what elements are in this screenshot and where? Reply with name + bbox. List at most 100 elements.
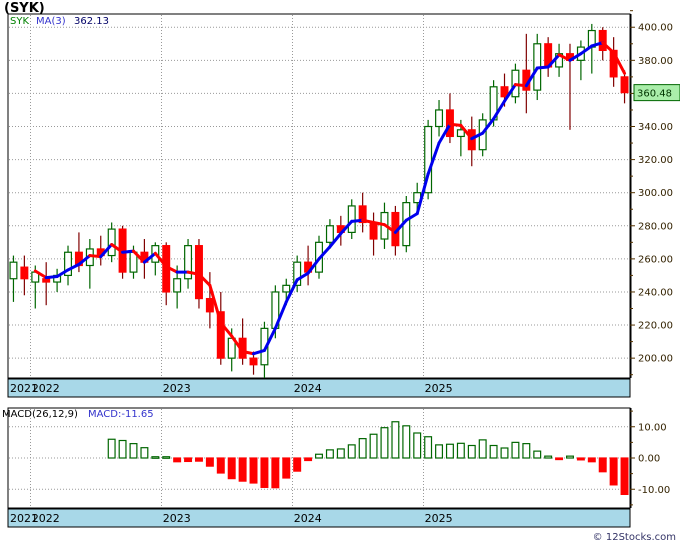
candle-body xyxy=(347,205,356,234)
ma-segment xyxy=(328,232,343,249)
ma-segment xyxy=(448,122,463,127)
macd-histogram-bar xyxy=(129,443,138,459)
ma-segment xyxy=(142,251,157,264)
price-y-tick-label: 280.00 xyxy=(638,221,673,232)
candle-body xyxy=(9,261,18,280)
price-y-axis xyxy=(629,10,635,378)
ma-segment xyxy=(459,123,474,141)
macd-histogram-bar xyxy=(304,457,313,462)
macd-histogram-bar xyxy=(140,447,149,459)
macd-histogram-bar xyxy=(620,457,629,496)
candle-body xyxy=(194,245,203,300)
macd-histogram-bar xyxy=(271,457,280,489)
ma-segment xyxy=(415,172,430,216)
price-y-tick-label: 240.00 xyxy=(638,287,673,298)
candle-body xyxy=(598,29,607,51)
price-y-tick-label: 200.00 xyxy=(638,354,673,365)
ma-segment xyxy=(208,283,223,325)
candlestick xyxy=(325,219,334,249)
ma-segment xyxy=(284,278,299,304)
price-y-tick-label: 220.00 xyxy=(638,321,673,332)
ma-segment xyxy=(404,212,419,222)
candle-body xyxy=(609,49,618,78)
candlestick xyxy=(293,255,302,292)
macd-histogram-bar xyxy=(435,444,444,459)
candlestick xyxy=(249,351,258,375)
macd-histogram-bar xyxy=(336,448,345,459)
x-axis-year-label: 2021 xyxy=(10,512,38,525)
candle-body xyxy=(205,297,214,313)
ma-segment xyxy=(110,243,125,254)
price-y-tick-label: 380.00 xyxy=(638,56,673,67)
candlestick xyxy=(20,255,29,296)
ma-segment xyxy=(481,117,496,135)
page-title: (SYK) xyxy=(4,1,45,16)
macd-histogram-bar xyxy=(609,457,618,486)
x-axis-band-macd xyxy=(7,508,631,528)
ma-segment xyxy=(153,251,168,269)
macd-panel xyxy=(7,407,631,509)
ma-segment xyxy=(437,122,452,145)
macd-histogram-bar xyxy=(347,444,356,459)
ma-segment xyxy=(470,131,485,141)
candle-body xyxy=(325,225,334,243)
macd-histogram-bar xyxy=(555,457,564,461)
ma-segment xyxy=(121,249,135,254)
ma-segment xyxy=(99,243,114,259)
ma-segment xyxy=(88,254,103,259)
candle-body xyxy=(435,109,444,128)
macd-histogram-bar xyxy=(216,457,225,474)
macd-histogram-bar xyxy=(500,447,509,459)
copyright-label: © 12Stocks.com xyxy=(593,532,676,543)
macd-histogram-bar xyxy=(445,443,454,459)
x-axis-year-label: 2023 xyxy=(163,382,191,395)
ma-segment xyxy=(426,141,441,176)
x-axis-year-label: 2021 xyxy=(10,382,38,395)
candle-body xyxy=(293,261,302,286)
ma-segment xyxy=(382,223,397,234)
last-price-badge-box xyxy=(633,84,680,102)
candle-body xyxy=(249,357,258,366)
macd-histogram-bar xyxy=(260,457,269,488)
x-axis-year-label: 2022 xyxy=(32,382,60,395)
macd-histogram-bar xyxy=(238,457,247,482)
ma-segment xyxy=(197,272,212,287)
x-axis-year-label: 2024 xyxy=(294,512,322,525)
legend-ma-label: MA(3) xyxy=(36,16,66,27)
ma-segment xyxy=(273,300,288,330)
macd-y-axis xyxy=(629,408,635,508)
macd-histogram-bar xyxy=(402,425,411,459)
last-price-badge-label: 360.48 xyxy=(637,89,672,100)
macd-histogram-bar xyxy=(565,455,574,459)
candle-body xyxy=(20,266,29,280)
macd-histogram-bar xyxy=(173,457,182,463)
ma-segment xyxy=(306,257,321,275)
legend-ma-value: 362.13 xyxy=(74,16,109,27)
ma-segment xyxy=(579,44,594,56)
macd-histogram xyxy=(107,421,629,496)
ma-segment xyxy=(339,219,354,236)
x-axis-year-label: 2023 xyxy=(163,512,191,525)
ma-segment xyxy=(492,99,507,121)
candle-body xyxy=(42,278,51,283)
ma-segment xyxy=(590,41,605,48)
candlestick xyxy=(620,70,629,104)
candlestick xyxy=(64,245,73,286)
ma-segment xyxy=(372,220,386,227)
price-y-tick-label: 300.00 xyxy=(638,188,673,199)
x-axis-band-price xyxy=(7,378,631,398)
macd-histogram-bar xyxy=(576,457,585,461)
candle-body xyxy=(282,284,291,293)
ma-segment xyxy=(557,53,572,62)
macd-histogram-bar xyxy=(413,432,422,459)
ma-segment xyxy=(219,321,234,338)
macd-legend-name: MACD(26,12,9) xyxy=(2,409,78,420)
macd-histogram-bar xyxy=(478,439,487,459)
macd-histogram-bar xyxy=(151,456,160,459)
x-axis-year-label: 2025 xyxy=(425,512,453,525)
macd-histogram-bar xyxy=(544,455,553,459)
macd-histogram-bar xyxy=(391,421,400,459)
ma-segment xyxy=(350,218,365,223)
ma-segment xyxy=(568,52,583,62)
